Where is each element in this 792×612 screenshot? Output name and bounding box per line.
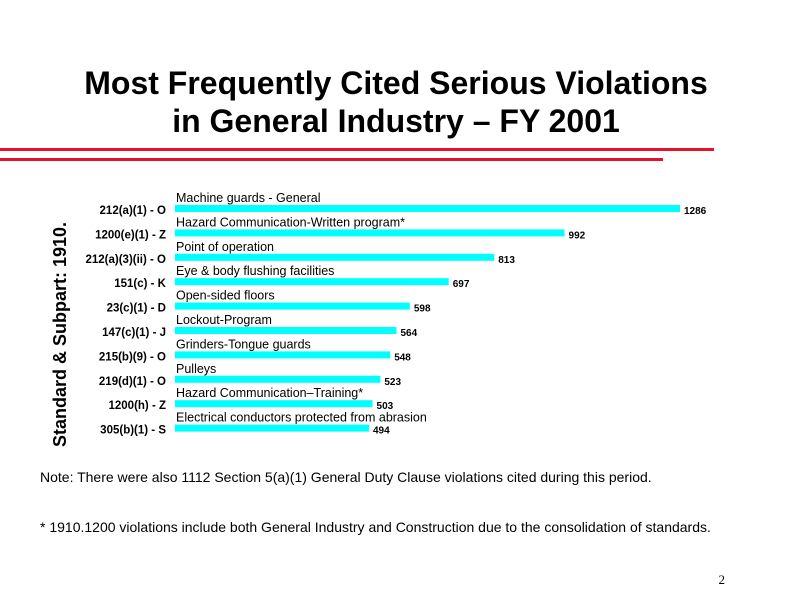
bar-description: Pulleys [176,362,216,376]
bar [175,327,397,334]
value-label: 523 [384,377,401,388]
category-label: 23(c)(1) - D [107,303,166,315]
category-label: 1200(e)(1) - Z [95,229,166,241]
value-label: 992 [569,230,586,241]
title-line-1: Most Frequently Cited Serious Violations [84,65,708,101]
bar [175,229,565,237]
value-label: 564 [400,328,417,339]
bar-description: Open-sided floors [176,289,275,303]
bar-description: Point of operation [176,240,274,254]
footnote-text: * 1910.1200 violations include both Gene… [40,519,711,535]
bar-description: Grinders-Tongue guards [176,337,311,351]
category-label: 219(d)(1) - O [99,376,166,388]
value-label: 813 [498,255,515,266]
bar-description: Electrical conductors protected from abr… [176,411,427,425]
title-line-2: in General Industry – FY 2001 [172,103,620,139]
category-label: 151(c) - K [114,278,166,290]
bar [175,400,373,408]
bar [175,205,680,212]
note-text: Note: There were also 1112 Section 5(a)(… [40,469,652,485]
value-label: 494 [373,426,390,437]
bar [175,302,410,310]
value-label: 1286 [684,206,707,217]
bar [175,351,391,359]
red-rule-bottom [0,158,663,161]
slide-title: Most Frequently Cited Serious Violations… [0,64,792,140]
value-label: 598 [414,304,431,315]
category-label: 212(a)(1) - O [100,205,167,217]
bar [175,375,381,383]
bar-description: Hazard Communication–Training* [176,386,363,400]
bar-description: Lockout-Program [176,313,272,327]
bar [175,424,369,432]
category-label: 215(b)(9) - O [99,351,166,363]
bar [175,253,495,261]
bar [175,278,449,286]
bar-description: Hazard Communication-Written program* [176,215,405,229]
bar-description: Machine guards - General [176,191,321,205]
value-label: 503 [377,401,394,412]
page-number: 2 [718,572,726,587]
category-label: 212(a)(3)(ii) - O [85,254,166,266]
value-label: 697 [453,279,470,290]
bar-description: Eye & body flushing facilities [176,264,334,278]
value-label: 548 [394,352,411,363]
category-label: 305(b)(1) - S [100,425,166,437]
category-label: 1200(h) - Z [108,400,166,412]
category-label: 147(c)(1) - J [102,327,166,339]
red-rule-top [0,148,714,151]
